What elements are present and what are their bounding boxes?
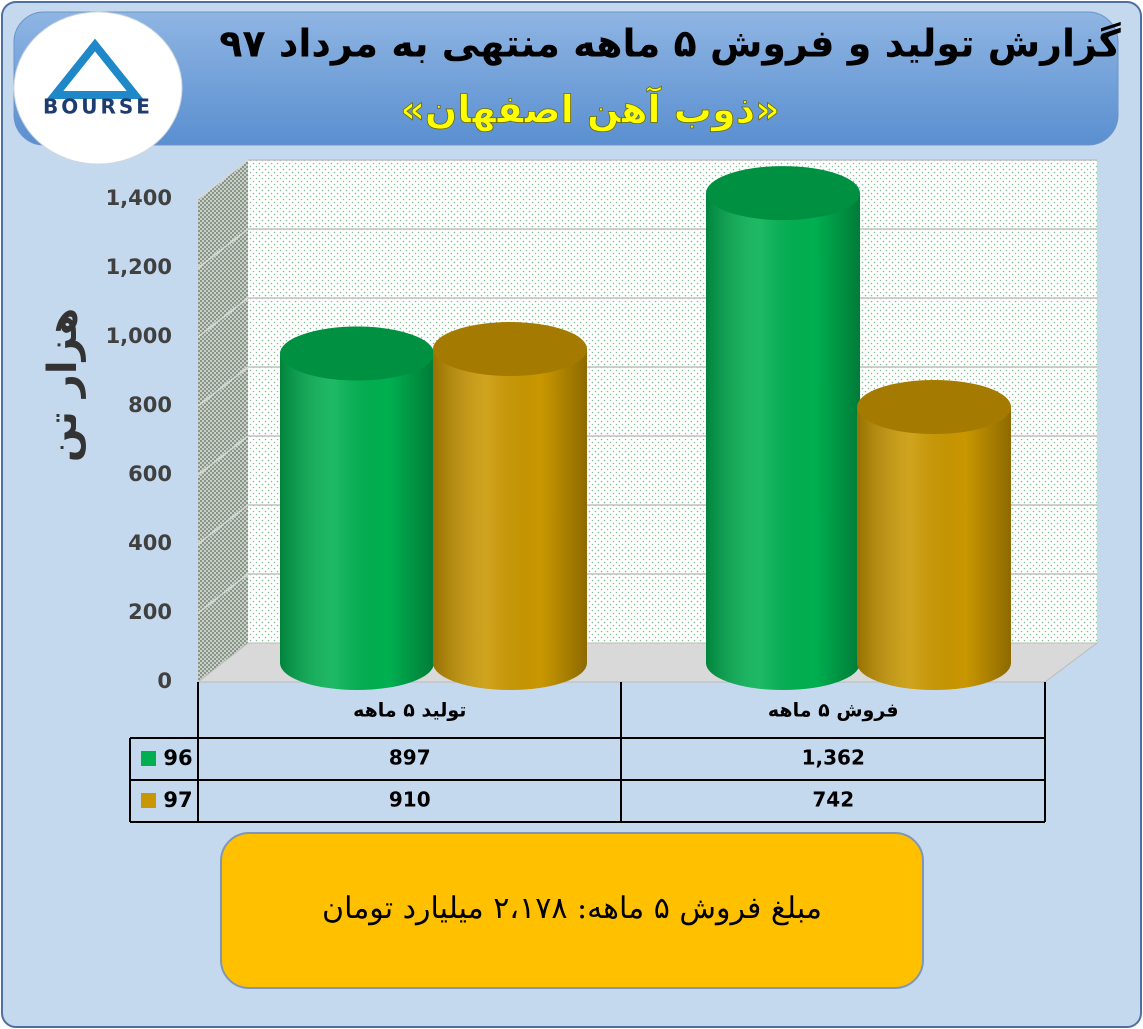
y-tick-label: 0 (157, 669, 172, 693)
summary-box (220, 832, 924, 989)
grid-line (197, 297, 249, 338)
cylinder-shade (433, 349, 587, 690)
grid-line (197, 159, 249, 200)
y-tick-label: 1,000 (106, 324, 172, 348)
data-table (129, 682, 1046, 823)
table-value: 910 (389, 788, 431, 812)
y-tick-label: 800 (128, 393, 172, 417)
cylinder-top (280, 326, 434, 381)
summary-text: مبلغ فروش ۵ ماهه: ۲،۱۷۸ میلیارد تومان (322, 891, 822, 926)
y-axis-label: هزار تن (40, 308, 86, 462)
grid-line (197, 573, 249, 614)
chart-title: گزارش تولید و فروش ۵ ماهه منتهی به مرداد… (219, 22, 1121, 67)
side-wall (198, 160, 248, 682)
x-tick-label: فروش ۵ ماهه (768, 700, 899, 722)
table-value: 897 (389, 746, 431, 770)
cylinder-shade (706, 193, 860, 691)
legend-label: 96 (163, 746, 192, 770)
cylinder-top (433, 322, 587, 377)
logo-text: BOURSE (43, 95, 153, 119)
chart-subtitle: «ذوب آهن اصفهان» (400, 86, 779, 133)
table-value: 742 (812, 788, 854, 812)
x-tick-label: تولید ۵ ماهه (353, 700, 466, 722)
cylinder-shade (857, 407, 1011, 690)
legend-swatch (141, 793, 156, 808)
cylinder-top (706, 166, 860, 221)
cylinder-shade (280, 353, 434, 690)
cylinder-top (857, 380, 1011, 435)
y-tick-label: 1,400 (106, 186, 172, 210)
logo-icon (46, 38, 144, 99)
cylinder-top-shade (706, 166, 860, 221)
table-value: 1,362 (802, 746, 865, 770)
legend-swatch (141, 751, 156, 766)
grid-line (197, 435, 249, 476)
y-tick-label: 400 (128, 531, 172, 555)
cylinder-top-shade (433, 322, 587, 377)
grid-line (197, 504, 249, 545)
y-tick-label: 200 (128, 600, 172, 624)
logo-circle (13, 11, 183, 165)
title-banner (13, 11, 1119, 146)
y-tick-label: 600 (128, 462, 172, 486)
cylinder-top-shade (280, 326, 434, 381)
grid-line (197, 228, 249, 269)
y-tick-label: 1,200 (106, 255, 172, 279)
legend-label: 97 (163, 788, 192, 812)
grid-line (197, 366, 249, 407)
cylinder-top-shade (857, 380, 1011, 435)
